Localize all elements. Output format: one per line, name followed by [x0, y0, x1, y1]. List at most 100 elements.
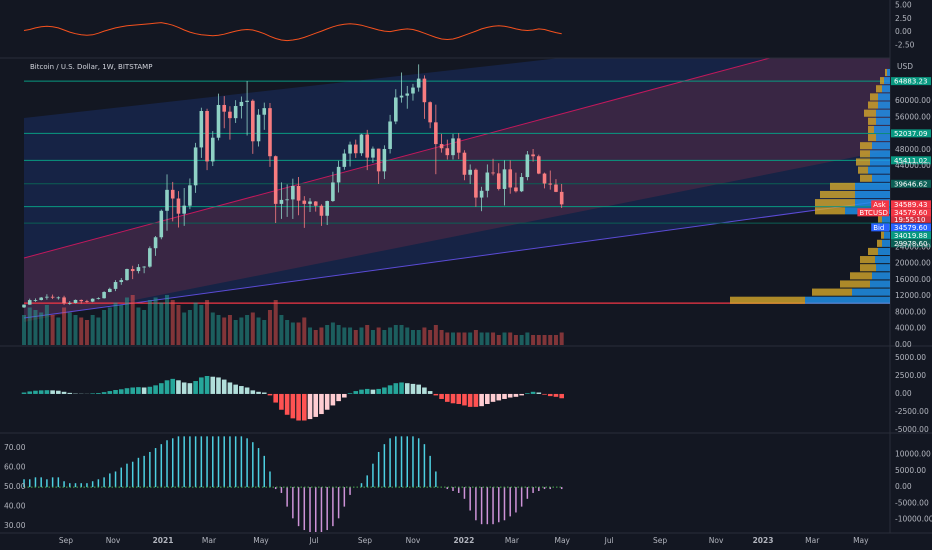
x-tick-label: Sep	[358, 536, 372, 545]
candle-body	[251, 100, 255, 142]
candle-body	[525, 154, 530, 178]
momentum-bar	[57, 477, 60, 488]
macd-bar	[199, 377, 204, 394]
macd-bar	[370, 389, 376, 394]
volume-bar	[170, 300, 175, 345]
volume-bar	[439, 330, 444, 345]
candle-body	[291, 185, 295, 200]
macd-bar	[399, 382, 404, 394]
macd-bar	[96, 393, 101, 394]
volume-bar	[256, 317, 261, 345]
candle-body	[119, 280, 124, 283]
macd-bar	[290, 393, 296, 419]
profile-up	[881, 231, 884, 239]
profile-down	[875, 256, 890, 264]
macd-bar	[216, 377, 221, 394]
macd-bar	[256, 391, 261, 394]
momentum-bar	[74, 483, 77, 488]
profile-up	[877, 239, 882, 247]
macd-bar	[507, 393, 513, 398]
candle-body	[285, 199, 289, 201]
volume-bar	[239, 317, 244, 345]
volume-bar	[50, 315, 55, 345]
candle-body	[336, 166, 341, 183]
momentum-bar	[160, 444, 163, 488]
y-tick-label: -2500.00	[895, 407, 929, 416]
macd-bar	[319, 393, 324, 415]
candle-body	[319, 205, 324, 216]
background-layer	[0, 0, 932, 534]
candle-body	[456, 138, 461, 153]
volume-bar	[290, 322, 295, 345]
candle-body	[325, 201, 329, 216]
y-tick-label: 60.00	[4, 463, 26, 472]
momentum-bar	[80, 483, 82, 488]
macd-bar	[485, 393, 490, 404]
volume-bar	[370, 330, 375, 345]
profile-up	[860, 256, 875, 264]
y-tick-label: 5000.00	[895, 353, 926, 362]
volume-bar	[147, 300, 152, 345]
macd-bar	[273, 393, 278, 403]
momentum-bar	[314, 487, 317, 532]
profile-up	[858, 166, 868, 174]
candle-body	[199, 110, 204, 148]
momentum-bar	[337, 487, 340, 519]
macd-bar	[416, 384, 421, 394]
quote-name-box	[871, 200, 889, 209]
profile-up	[864, 109, 876, 117]
candle-body	[102, 292, 106, 299]
macd-bar	[559, 393, 564, 399]
macd-bar	[239, 386, 244, 394]
candle-body	[22, 304, 26, 308]
momentum-bar	[377, 451, 380, 488]
y-tick-label: -2.50	[895, 40, 915, 49]
candle-body	[85, 301, 89, 302]
data-layer: Sep Nov 2021 Mar May Jul Sep Nov 2022 Mar May Jul Se…	[4, 1, 932, 545]
macd-bar	[124, 388, 130, 394]
volume-bar	[302, 317, 307, 345]
quote-name-box	[871, 223, 889, 232]
macd-bar	[450, 393, 456, 404]
profile-up	[850, 272, 872, 280]
y-tick-label: 5.00	[895, 1, 912, 10]
candle-body	[188, 185, 192, 206]
profile-down	[874, 125, 890, 134]
momentum-bar	[217, 436, 220, 488]
macd-bar	[67, 392, 73, 394]
x-tick-label: Nov	[406, 536, 421, 545]
volume-bar	[451, 332, 456, 345]
y-tick-label: 5000.00	[895, 466, 926, 475]
volume-bar	[73, 315, 78, 345]
volume-bar	[176, 305, 181, 345]
macd-bar	[542, 393, 547, 395]
price-tag-label: 52037.09	[894, 130, 927, 138]
macd-bar	[164, 380, 170, 394]
momentum-bar	[223, 436, 225, 488]
volume-bar	[142, 310, 147, 345]
volume-bar	[62, 307, 67, 345]
momentum-bar	[274, 487, 277, 490]
volume-bar	[353, 330, 358, 345]
candle-body	[45, 296, 49, 298]
candle-body	[27, 300, 32, 305]
candle-body	[165, 189, 169, 211]
momentum-bar	[543, 487, 546, 490]
momentum-bar	[234, 436, 237, 488]
volume-bar	[365, 325, 370, 345]
momentum-bar	[131, 461, 134, 488]
candle-body	[348, 144, 352, 154]
candle-body	[462, 152, 467, 175]
volume-bar	[553, 335, 558, 345]
momentum-bar	[417, 438, 420, 488]
volume-bar	[67, 312, 72, 345]
volume-bar	[27, 307, 32, 345]
candle-body	[39, 297, 43, 301]
candle-body	[445, 148, 450, 156]
oscillator-line	[23, 22, 562, 42]
candle-body	[125, 269, 129, 281]
quote-name: Ask	[873, 201, 886, 209]
profile-up	[868, 125, 874, 134]
candle-body	[193, 147, 198, 186]
volume-bar	[525, 332, 530, 345]
